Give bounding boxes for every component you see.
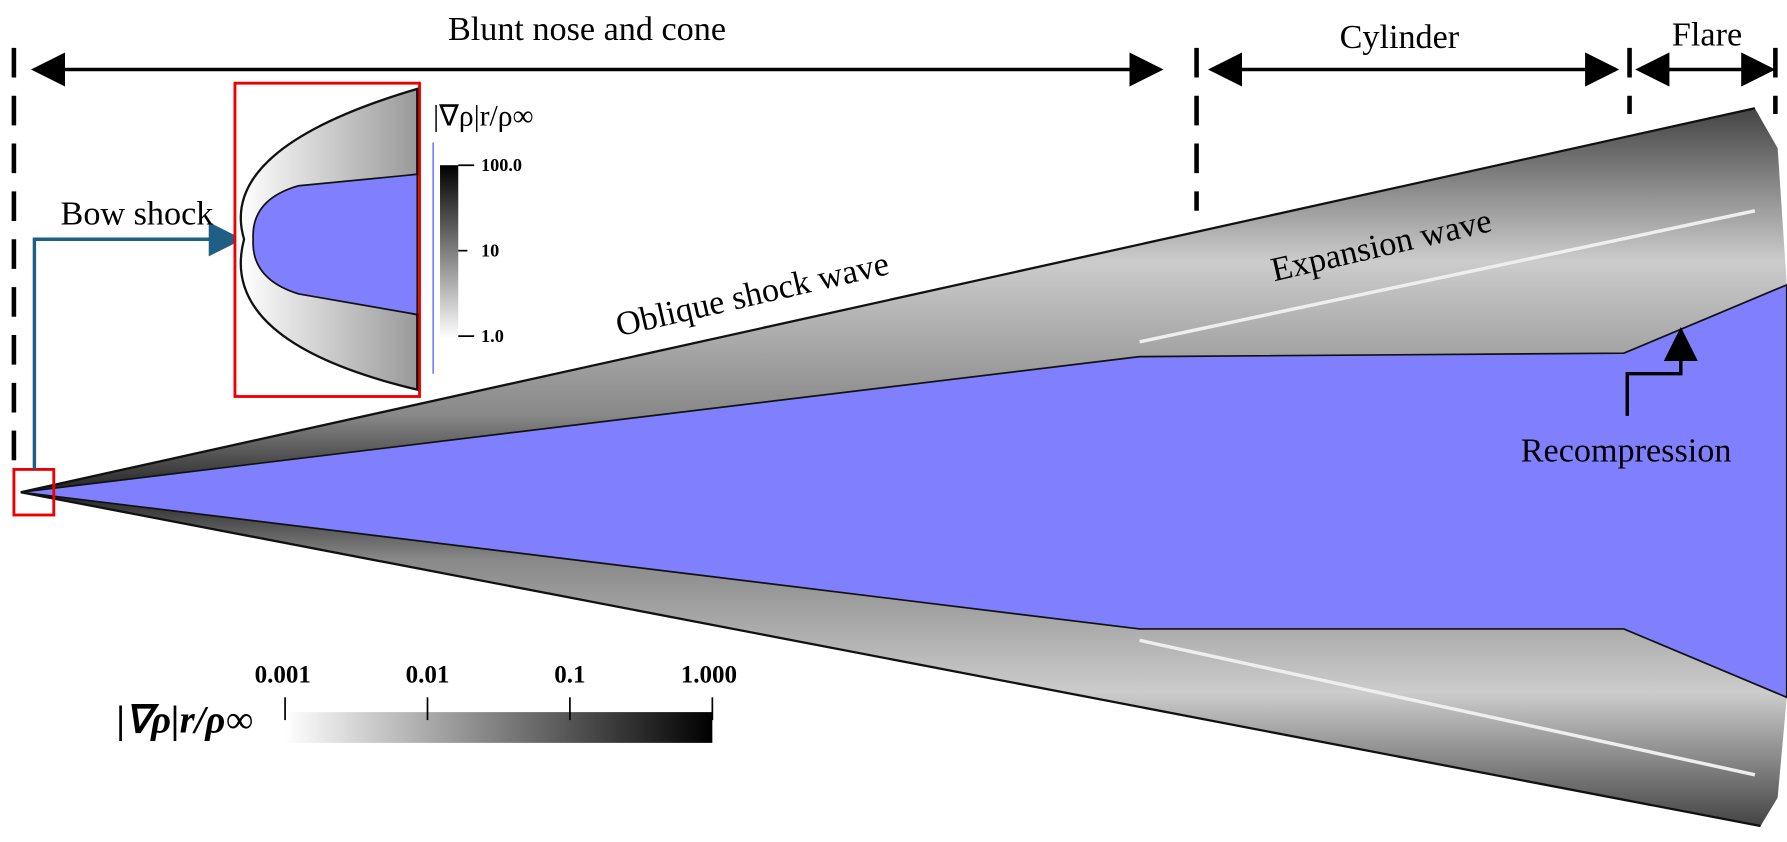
section-label: Cylinder (1340, 19, 1460, 56)
colorbar-label: |∇ρ|r/ρ∞ (117, 699, 253, 742)
colorbar-ticks (284, 697, 714, 721)
inset-colorbar-label: |∇ρ|r/ρ∞ (433, 100, 533, 132)
colorbar-tick: 0.01 (406, 661, 450, 688)
section-dividers (11, 47, 1778, 468)
colorbar-tick: 1.000 (681, 661, 737, 688)
expansion-fan (1139, 209, 1756, 344)
shock-layer-upper (20, 108, 1787, 493)
colorbar (285, 712, 713, 743)
colorbar-tick: 0.001 (255, 661, 311, 688)
bow-shock-arrow (32, 222, 243, 470)
inset-colorbar-tick: 10 (481, 240, 499, 260)
annotation: Recompression (1521, 432, 1732, 469)
inset-colorbar-ticks (458, 164, 475, 337)
shock-line (20, 491, 1761, 828)
shock-line (20, 107, 1756, 494)
recompression-arrow (1625, 327, 1698, 416)
section-label: Flare (1672, 17, 1742, 54)
inset-colorbar-tick: 100.0 (481, 155, 522, 175)
inset-colorbar (440, 165, 459, 339)
annotation: Bow shock (61, 195, 215, 232)
colorbar-tick: 0.1 (554, 661, 585, 688)
inset-colorbar-tick: 1.0 (481, 326, 504, 346)
inset-body (252, 173, 419, 316)
expansion-fan (1139, 638, 1756, 777)
section-label: Blunt nose and cone (448, 11, 726, 48)
shock-layer-lower (20, 492, 1787, 827)
